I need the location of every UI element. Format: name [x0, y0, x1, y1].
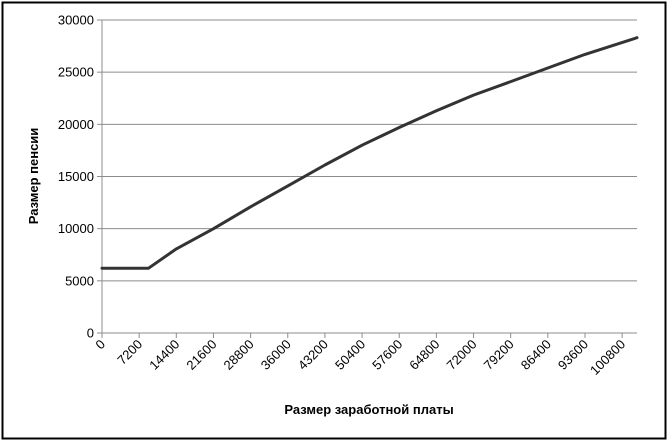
y-tick-label-2: 10000 — [58, 221, 94, 236]
y-tick-label-0: 0 — [87, 326, 94, 341]
y-tick-label-3: 15000 — [58, 169, 94, 184]
y-tick-label-5: 25000 — [58, 65, 94, 80]
series — [100, 36, 639, 270]
y-tick-labels: 0 5000 10000 15000 20000 25000 30000 — [58, 13, 94, 341]
axes — [97, 19, 637, 338]
y-axis-title: Размер пенсии — [26, 128, 41, 225]
x-axis-title: Размер заработной платы — [284, 402, 453, 417]
series-line-0 — [100, 36, 639, 270]
y-tick-label-6: 30000 — [58, 13, 94, 28]
y-tick-label-4: 20000 — [58, 117, 94, 132]
y-tick-label-1: 5000 — [65, 273, 94, 288]
